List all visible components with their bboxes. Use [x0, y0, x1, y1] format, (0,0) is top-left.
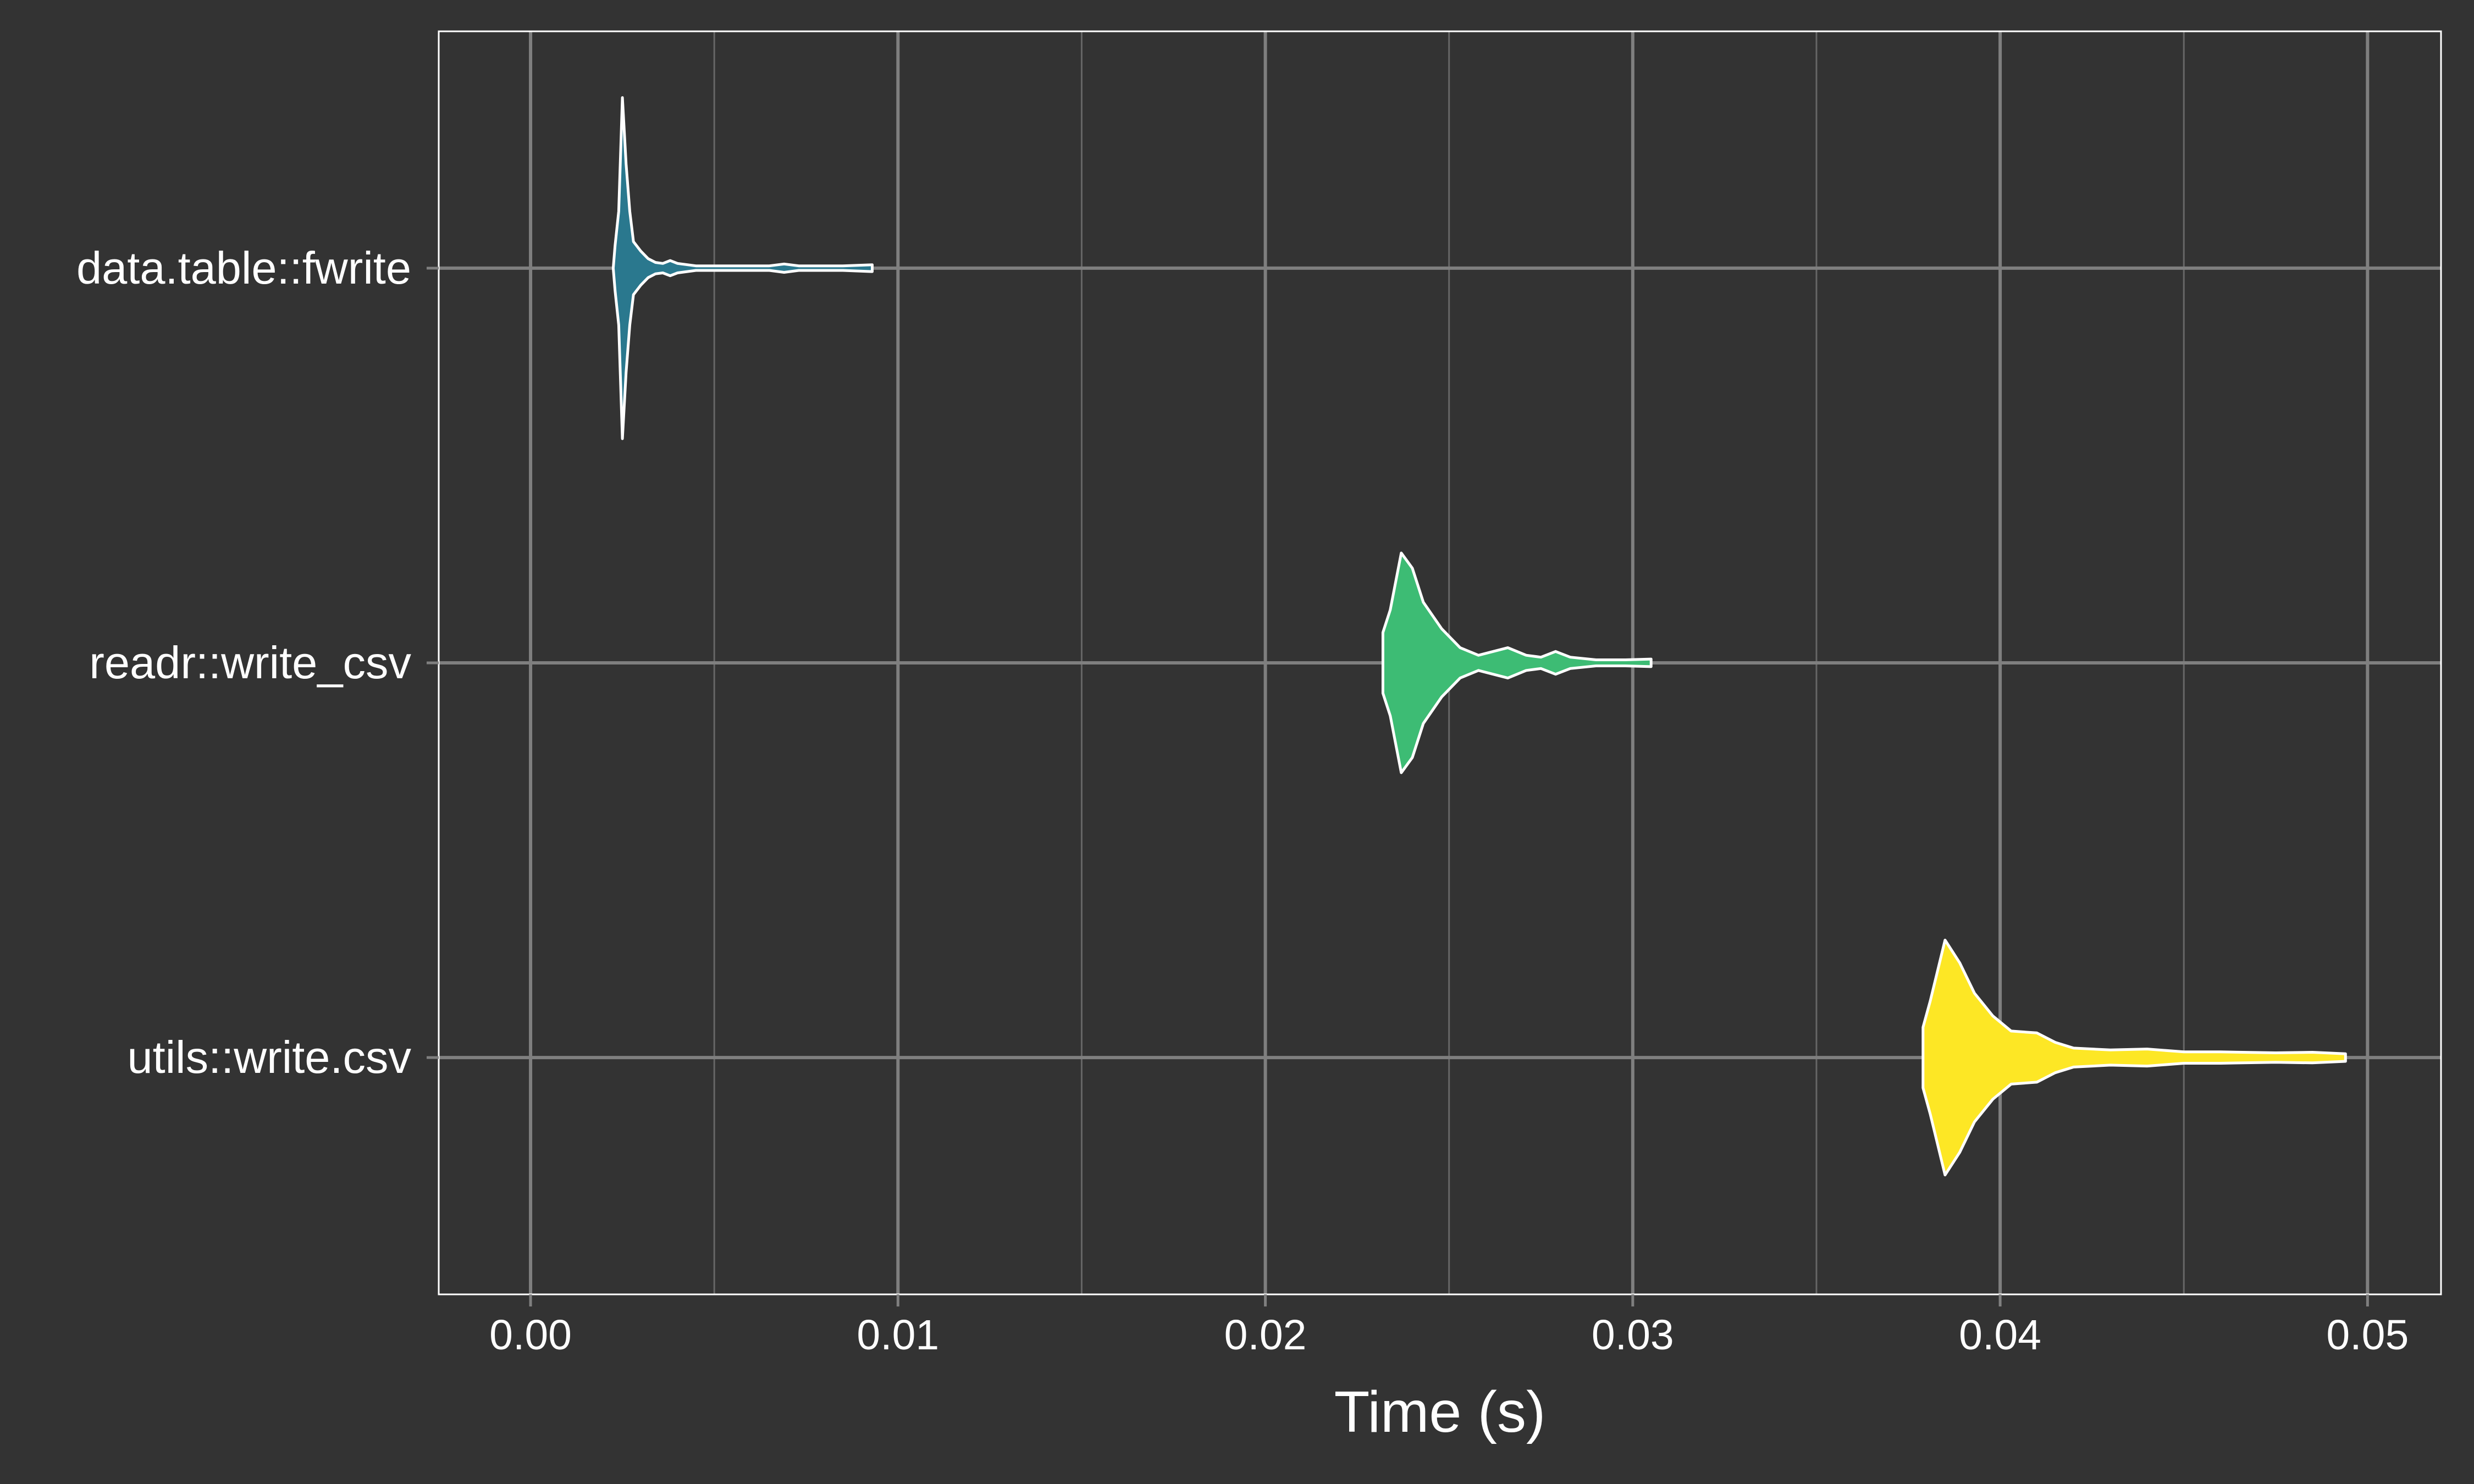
x-tick-label: 0.03 [1592, 1311, 1674, 1359]
x-tick-label: 0.05 [2326, 1311, 2409, 1359]
x-tick-label: 0.04 [1959, 1311, 2041, 1359]
violin-3 [1921, 938, 2347, 1177]
x-tick-label: 0.01 [857, 1311, 939, 1359]
x-axis-title: Time (s) [1334, 1380, 1546, 1444]
category-label: readr::write_csv [89, 637, 411, 688]
violins [611, 96, 2347, 1177]
category-label: data.table::fwrite [76, 242, 411, 294]
violin-1 [611, 96, 874, 440]
category-label: utils::write.csv [127, 1032, 411, 1083]
x-tick-label: 0.02 [1224, 1311, 1307, 1359]
axes: 0.00 0.01 0.02 0.03 0.04 0.05 data.table::fwri… [76, 242, 2409, 1359]
x-tick-label: 0.00 [489, 1311, 572, 1359]
violin-2 [1381, 551, 1653, 774]
